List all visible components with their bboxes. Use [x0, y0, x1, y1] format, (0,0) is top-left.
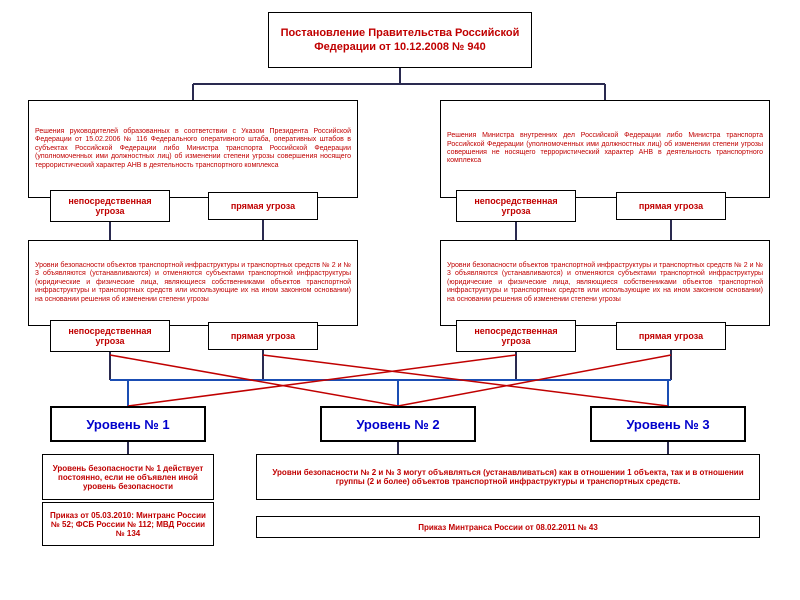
immediate-threat-l1: непосредственная угроза [50, 190, 170, 222]
mid-left-text: Уровни безопасности объектов транспортно… [35, 262, 351, 304]
right-decision-text: Решения Министра внутренних дел Российск… [447, 132, 763, 166]
direct-threat-l1: прямая угроза [208, 192, 318, 220]
direct-threat-l2: прямая угроза [208, 322, 318, 350]
cite-left: Приказ от 05.03.2010: Минтранс России № … [42, 502, 214, 546]
right-decision-block: Решения Министра внутренних дел Российск… [440, 100, 770, 198]
level-2-box: Уровень № 2 [320, 406, 476, 442]
level1-note: Уровень безопасности № 1 действует посто… [42, 454, 214, 500]
left-decision-block: Решения руководителей образованных в соо… [28, 100, 358, 198]
level-3-box: Уровень № 3 [590, 406, 746, 442]
left-decision-text: Решения руководителей образованных в соо… [35, 128, 351, 170]
immediate-threat-r1: непосредственная угроза [456, 190, 576, 222]
title-text: Постановление Правительства Российской Ф… [273, 26, 527, 55]
level-1-box: Уровень № 1 [50, 406, 206, 442]
title-box: Постановление Правительства Российской Ф… [268, 12, 532, 68]
level23-note: Уровни безопасности № 2 и № 3 могут объя… [256, 454, 760, 500]
mid-right-block: Уровни безопасности объектов транспортно… [440, 240, 770, 326]
mid-right-text: Уровни безопасности объектов транспортно… [447, 262, 763, 304]
direct-threat-r2: прямая угроза [616, 322, 726, 350]
direct-threat-r1: прямая угроза [616, 192, 726, 220]
immediate-threat-l2: непосредственная угроза [50, 320, 170, 352]
cite-right: Приказ Минтранса России от 08.02.2011 № … [256, 516, 760, 538]
mid-left-block: Уровни безопасности объектов транспортно… [28, 240, 358, 326]
immediate-threat-r2: непосредственная угроза [456, 320, 576, 352]
